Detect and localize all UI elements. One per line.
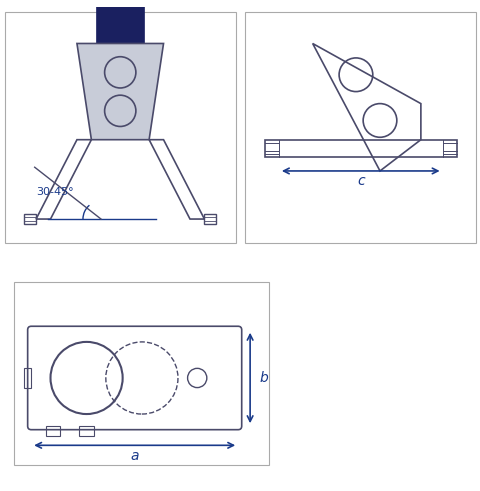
Polygon shape xyxy=(77,44,163,139)
Text: 30-45°: 30-45° xyxy=(36,187,73,197)
Text: a: a xyxy=(130,449,139,463)
Text: c: c xyxy=(356,174,364,189)
Polygon shape xyxy=(96,2,144,44)
Text: b: b xyxy=(259,371,268,385)
